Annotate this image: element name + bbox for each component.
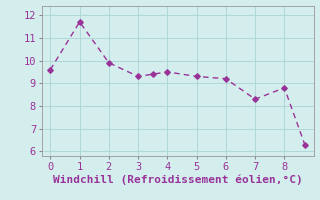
X-axis label: Windchill (Refroidissement éolien,°C): Windchill (Refroidissement éolien,°C) (53, 174, 302, 185)
